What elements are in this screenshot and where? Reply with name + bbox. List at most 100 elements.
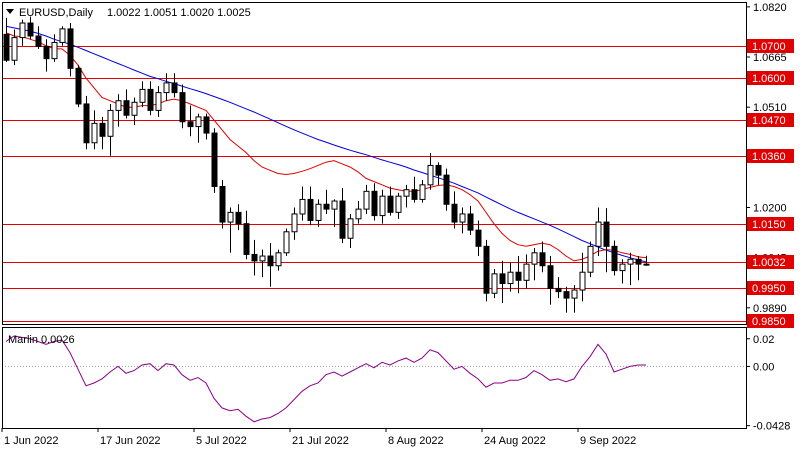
candle [443,168,450,211]
price-tick-label: 1.0820 [753,2,787,14]
price-tick-label: 1.0510 [753,102,787,114]
candle-body-up [195,116,202,128]
candle [267,243,274,287]
candle-body-down [467,213,474,231]
candle-body-down [387,195,394,213]
candle-body-down [267,255,274,267]
symbol-dropdown-icon[interactable] [6,9,14,14]
level-tag-label: 0.9850 [752,316,786,328]
price-tick-label: 1.0200 [753,202,787,214]
candle-body-down [83,103,90,144]
time-tick-label: 17 Jun 2022 [100,435,161,447]
candle-body-down [371,190,378,217]
candle [579,252,586,302]
candle [203,113,210,140]
candle-body-down [235,211,242,225]
level-price-tag: 0.9950 [747,281,794,295]
candle [275,249,282,271]
candle-body-up [627,258,634,265]
level-tag-label: 1.0700 [752,41,786,53]
candle-body-up [155,92,162,111]
price-tick-label: 1.0665 [753,52,787,64]
level-price-tag: 1.0470 [747,113,794,127]
indicator-line [5,335,646,423]
level-tag-label: 1.0600 [752,73,786,85]
candle-body-up [395,195,402,213]
candle [427,153,434,190]
price-axis: 1.08201.06651.05101.03601.02001.00450.98… [746,2,794,328]
candle [507,262,514,292]
candle-body-down [67,28,74,69]
candle-body-down [563,291,570,299]
level-price-tag: 1.0150 [747,217,794,231]
time-tick-label: 5 Jul 2022 [196,435,247,447]
candle [147,81,154,116]
indicator-label: Marlin 0.0026 [8,334,75,346]
candle [395,192,402,219]
candle-body-up [51,41,58,60]
candle [91,110,98,150]
candle [339,188,346,244]
time-tick-label: 8 Aug 2022 [388,435,444,447]
candle-body-up [107,109,114,137]
candle-body-down [603,221,610,247]
candle-body-down [483,245,490,294]
candle-body-up [459,213,466,223]
ohlc-values: 1.0022 1.0051 1.0020 1.0025 [107,7,251,19]
candle [635,256,642,281]
candle-body-down [99,122,106,137]
candle [51,34,58,62]
candle-body-down [3,33,10,61]
candle-body-up [379,195,386,217]
candle [35,26,42,49]
candle [123,89,130,119]
candle [587,241,594,278]
candle [107,103,114,156]
candle-body-up [315,203,322,221]
candle-body-up [619,263,626,272]
candle [355,201,362,224]
candle-body-up [11,37,18,61]
candle-body-down [187,121,194,128]
moving-averages [5,25,647,263]
candle [115,94,122,127]
candle [595,207,602,257]
candle [435,162,442,185]
candle [227,207,234,253]
indicator-tick-label: -0.0428 [753,421,790,433]
candle [403,184,410,208]
candle-body-up [403,189,410,197]
candle [131,97,138,125]
candle [83,95,90,150]
candles [3,16,650,313]
candle [315,199,322,227]
candle-body-down [475,229,482,247]
candle-body-up [571,289,578,299]
indicator-tick-label: 0.00 [753,361,774,373]
candle-body-down [179,92,186,123]
level-tag-background [747,255,794,269]
candle [171,73,178,98]
candle [43,39,50,72]
candle [99,116,106,150]
candle [419,179,426,203]
level-tag-label: 1.0470 [752,115,786,127]
candle-body-up [643,263,650,266]
candle [3,17,10,62]
candle-body-up [355,208,362,220]
candle [259,249,266,278]
ma-slow-line [5,25,647,263]
candle-body-down [611,245,618,272]
candle [187,105,194,137]
candle [195,113,202,143]
time-tick-label: 9 Sep 2022 [580,435,636,447]
indicator-tick-label: 0.02 [753,334,774,346]
level-tag-background [747,39,794,53]
candle-body-down [539,252,546,267]
candle [547,256,554,305]
candle [219,179,226,229]
level-tag-background [747,149,794,163]
candle [371,183,378,221]
candle-body-up [491,273,498,294]
